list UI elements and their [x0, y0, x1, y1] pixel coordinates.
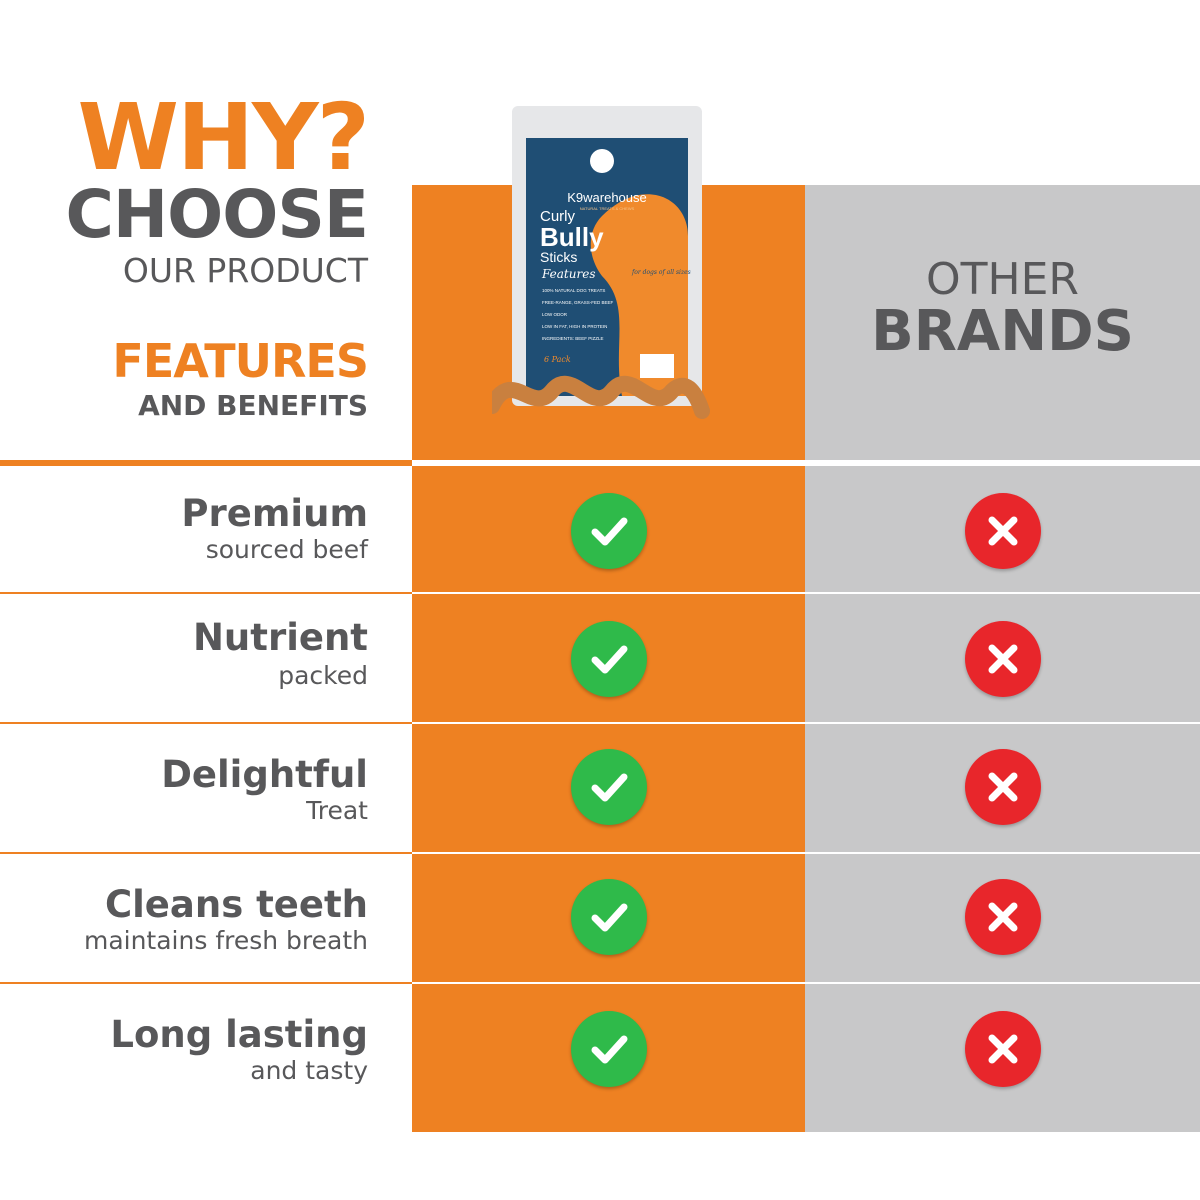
svg-text:FREE-RANGE, GRASS-FED BEEF: FREE-RANGE, GRASS-FED BEEF: [542, 300, 614, 305]
row-divider: [412, 982, 1200, 984]
feature-subtitle: sourced beef: [205, 535, 368, 564]
svg-text:Sticks: Sticks: [540, 249, 577, 265]
svg-text:LOW IN FAT, HIGH IN PROTEIN: LOW IN FAT, HIGH IN PROTEIN: [542, 324, 607, 329]
heading-our-product: OUR PRODUCT: [122, 251, 368, 290]
cross-icon: [965, 493, 1041, 569]
header-divider: [0, 460, 412, 466]
svg-text:6 Pack: 6 Pack: [544, 355, 571, 364]
feature-subtitle: maintains fresh breath: [83, 926, 368, 955]
row-divider: [0, 592, 412, 594]
check-icon: [571, 493, 647, 569]
heading-choose: CHOOSE: [65, 176, 369, 253]
row-divider: [0, 722, 412, 724]
cross-icon: [965, 879, 1041, 955]
svg-text:100% NATURAL DOG TREATS: 100% NATURAL DOG TREATS: [542, 288, 605, 293]
heading-why: WHY?: [77, 84, 370, 191]
other-brands-label-line2: BRANDS: [871, 299, 1134, 364]
pack-brand: K9warehouse: [567, 190, 647, 205]
feature-title: Long lasting: [110, 1013, 368, 1056]
svg-text:Features: Features: [541, 267, 595, 281]
row-divider: [412, 852, 1200, 854]
row-divider: [0, 982, 412, 984]
feature-title: Delightful: [161, 753, 368, 796]
check-icon: [571, 621, 647, 697]
header-divider-columns: [412, 460, 1200, 466]
svg-text:Curly: Curly: [540, 208, 576, 225]
check-icon: [571, 1011, 647, 1087]
cross-icon: [965, 749, 1041, 825]
heading-and-benefits: AND BENEFITS: [138, 389, 368, 422]
row-divider: [412, 722, 1200, 724]
cross-icon: [965, 621, 1041, 697]
product-package-image: K9warehouse NATURAL TREATS & CHEWS Curly…: [492, 106, 710, 419]
feature-subtitle: packed: [278, 661, 368, 690]
svg-text:LOW ODOR: LOW ODOR: [542, 312, 568, 317]
check-icon: [571, 879, 647, 955]
row-divider: [0, 852, 412, 854]
feature-title: Cleans teeth: [104, 883, 368, 926]
feature-title: Nutrient: [192, 616, 368, 659]
row-divider: [412, 592, 1200, 594]
feature-subtitle: and tasty: [250, 1056, 368, 1085]
feature-title: Premium: [181, 492, 368, 535]
svg-text:INGREDIENTS: BEEF PIZZLE: INGREDIENTS: BEEF PIZZLE: [542, 336, 604, 341]
svg-text:Bully: Bully: [540, 222, 604, 252]
check-icon: [571, 749, 647, 825]
svg-text:NATURAL TREATS & CHEWS: NATURAL TREATS & CHEWS: [580, 206, 635, 211]
feature-subtitle: Treat: [306, 796, 368, 825]
cross-icon: [965, 1011, 1041, 1087]
heading-features: FEATURES: [112, 334, 369, 388]
svg-text:for dogs of all sizes: for dogs of all sizes: [631, 269, 691, 276]
other-brands-label-line1: OTHER: [926, 254, 1079, 305]
